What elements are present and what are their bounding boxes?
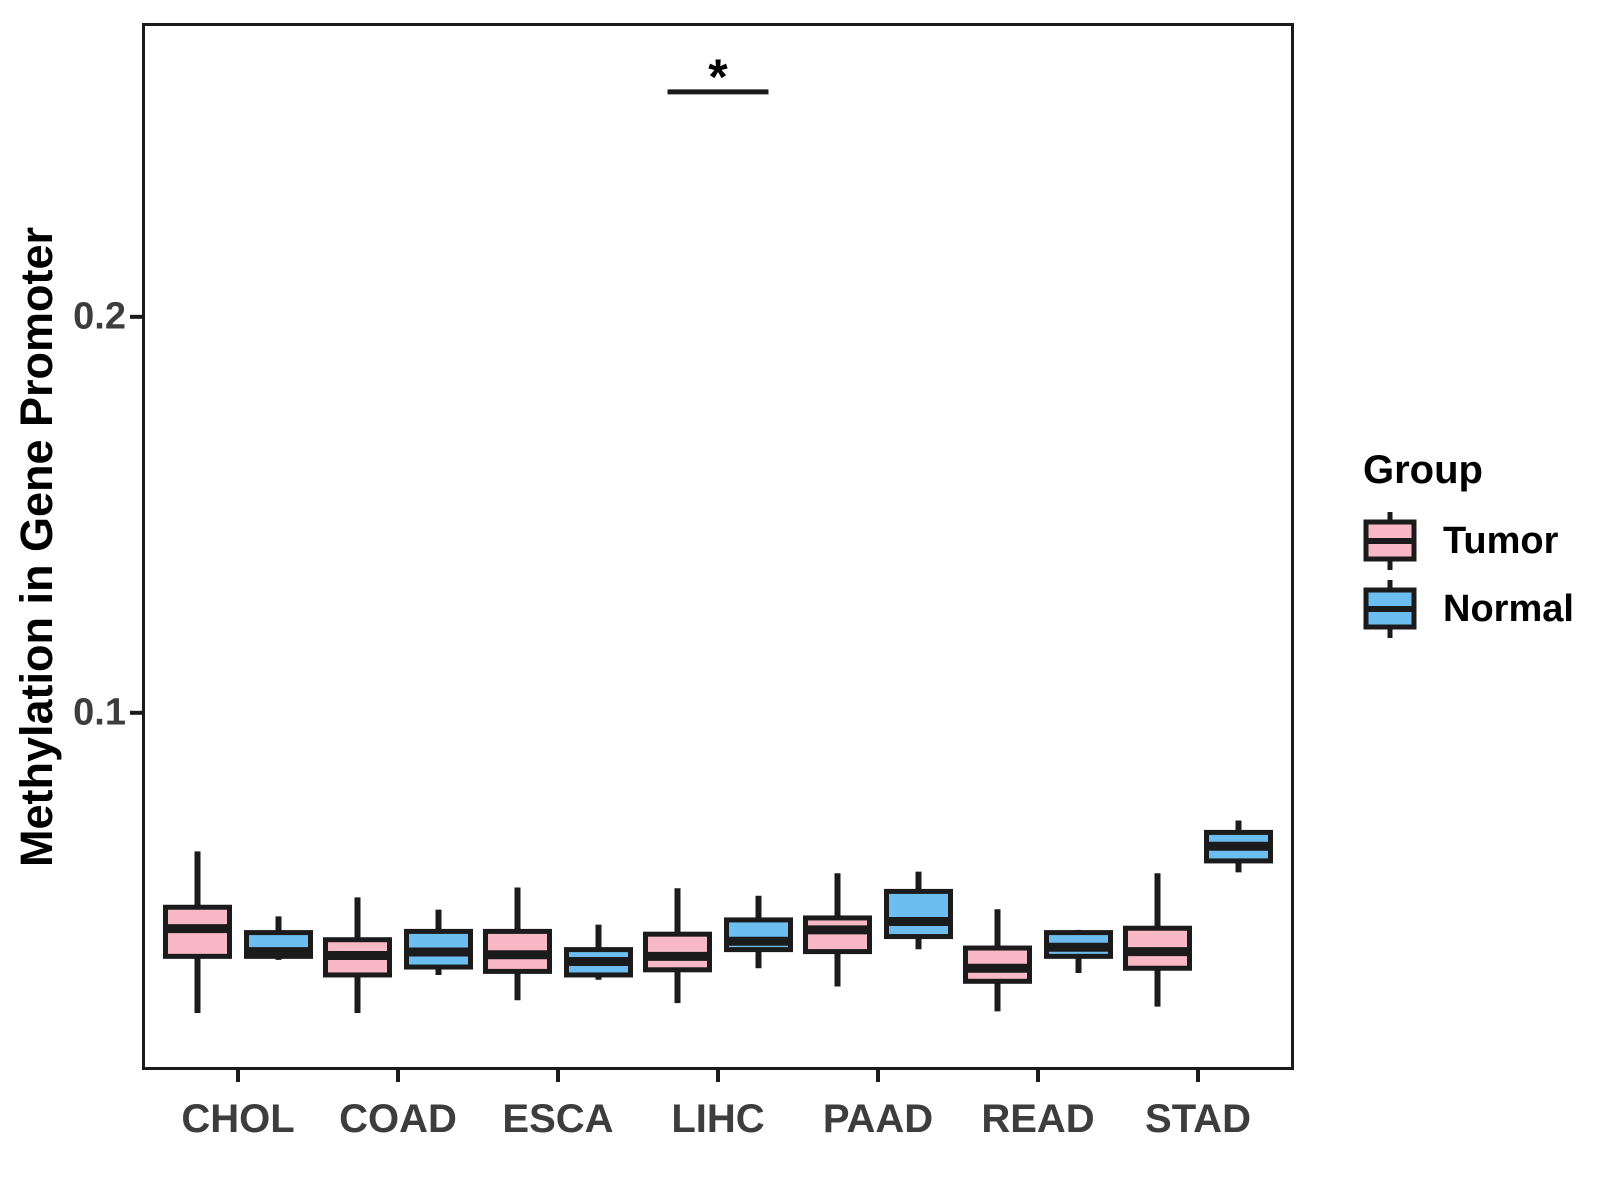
y-tick-label: 0.2 (73, 295, 126, 338)
x-tick-label: LIHC (671, 1097, 765, 1141)
x-tick-label: PAAD (822, 1097, 934, 1141)
boxplot-PAAD-tumor (803, 873, 872, 987)
legend-title: Group (1363, 448, 1483, 492)
x-tick-label: COAD (339, 1097, 457, 1141)
boxplot-CHOL-normal (244, 916, 313, 960)
boxplot-READ-normal (1044, 929, 1113, 973)
significance-asterisk: * (708, 48, 728, 105)
boxplot-LIHC-tumor (643, 888, 712, 1004)
x-tick-label: READ (981, 1097, 1095, 1141)
boxplot-LIHC-normal (724, 895, 793, 969)
legend-item-label: Normal (1443, 587, 1574, 630)
boxplot-READ-tumor (963, 909, 1032, 1012)
x-tick-label: CHOL (181, 1097, 295, 1141)
boxplot-COAD-tumor (323, 897, 392, 1013)
x-tick-label: ESCA (502, 1097, 614, 1141)
x-tick-label: STAD (1145, 1097, 1251, 1141)
legend: Group Tumor Normal (1363, 448, 1574, 643)
boxplot-PAAD-normal (884, 871, 953, 950)
boxplot-key-icon (1363, 512, 1417, 570)
boxplot-CHOL-tumor (163, 851, 232, 1013)
plot-panel (142, 23, 1294, 1070)
y-tick-label: 0.1 (73, 691, 126, 734)
boxplot-ESCA-tumor (483, 887, 552, 1001)
legend-item-normal: Normal (1363, 575, 1574, 643)
boxplot-key-icon (1363, 580, 1417, 638)
legend-item-label: Tumor (1443, 519, 1559, 562)
boxplot-STAD-tumor (1123, 873, 1192, 1007)
boxplot-STAD-normal (1204, 820, 1273, 873)
boxplot-ESCA-normal (564, 924, 633, 980)
legend-item-tumor: Tumor (1363, 507, 1574, 575)
boxplot-COAD-normal (404, 909, 473, 975)
